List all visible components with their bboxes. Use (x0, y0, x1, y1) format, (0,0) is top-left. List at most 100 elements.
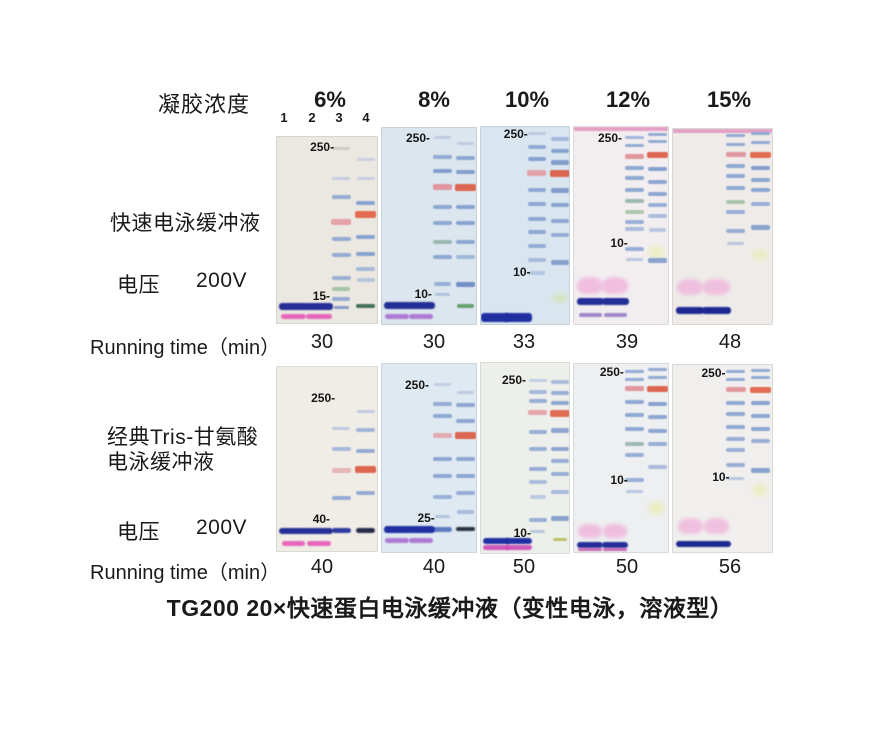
molecular-weight-marker-label: 10- (513, 265, 531, 280)
sample-blob (677, 517, 703, 534)
gel-band (625, 453, 644, 458)
gel-band (456, 474, 475, 479)
gel-band (648, 140, 667, 144)
dye-blob (552, 294, 569, 303)
gel-band (331, 218, 352, 225)
gel-band (751, 468, 771, 474)
gel-band (676, 306, 705, 314)
gel-band (625, 227, 644, 232)
gel-band (304, 527, 334, 534)
gel-band (624, 386, 645, 392)
gel-band (750, 386, 772, 393)
dye-blob (648, 245, 665, 259)
running-time-value: 30 (310, 331, 334, 353)
gel-band (456, 402, 475, 407)
gel-band (551, 447, 569, 452)
gel-band (281, 541, 306, 547)
gel-band (356, 266, 376, 271)
gel-band (356, 528, 376, 534)
gel-band (332, 426, 351, 430)
gel-band (625, 426, 644, 431)
buffer-label-classic-line2: 电泳缓冲液 (107, 451, 215, 474)
gel-band (331, 467, 351, 473)
gel-band (725, 152, 746, 158)
gel-band (726, 199, 746, 204)
gel-band (456, 205, 475, 210)
gel-band (625, 136, 644, 140)
gel-band (527, 187, 546, 192)
concentration-label-12%: 12% (605, 87, 651, 112)
gel-band (356, 410, 375, 414)
gel-band (333, 305, 349, 309)
gel-band (456, 239, 475, 244)
gel-band (551, 489, 569, 494)
gel-band (726, 436, 746, 441)
gel-band (625, 219, 644, 224)
gel-band (624, 154, 645, 160)
gel-band (726, 143, 746, 147)
gel-band (433, 457, 452, 461)
gel-concentration-label: 凝胶浓度 (158, 92, 251, 117)
gel-band (528, 410, 548, 416)
gel-band (434, 514, 451, 518)
molecular-weight-marker-label: 250- (311, 390, 336, 405)
gel-band (528, 399, 547, 404)
gel-band (332, 296, 351, 301)
gel-photo-classic-15pct: 250- 10- (672, 364, 773, 553)
gel-band (527, 169, 547, 176)
concentration-label-6%: 6% (314, 87, 346, 112)
gel-band (456, 527, 475, 532)
gel-band (551, 458, 569, 463)
molecular-weight-marker-label: 250- (405, 377, 430, 392)
sample-blob (577, 276, 604, 294)
gel-photo-classic-8pct: 250- 25- (381, 363, 477, 553)
voltage-value-row1: 200V (196, 269, 248, 292)
gel-band (551, 202, 569, 207)
gel-band (648, 133, 667, 137)
gel-band (279, 302, 308, 310)
gel-band (625, 209, 644, 214)
gel-band (551, 218, 569, 223)
gel-band (356, 428, 376, 433)
gel-band (648, 428, 667, 433)
gel-band (625, 198, 644, 203)
gel-band (527, 258, 546, 263)
gel-band (433, 221, 452, 226)
molecular-weight-marker-label: 25- (417, 510, 435, 525)
running-time-label-row2: Running time（min） (90, 562, 281, 584)
gel-photo-classic-6pct: 250- 40- (276, 366, 378, 552)
gel-band (456, 221, 475, 226)
gel-band (433, 254, 452, 259)
gel-band (751, 166, 771, 171)
gel-band (407, 525, 435, 533)
gel-band (727, 241, 745, 245)
gel-band (675, 540, 705, 547)
gel-band (647, 385, 668, 392)
gel-band (528, 389, 547, 394)
gel-band (527, 244, 546, 249)
voltage-label-row2: 电压 (117, 521, 160, 544)
gel-band (356, 176, 375, 180)
sample-blob (578, 524, 603, 539)
gel-band (648, 191, 667, 196)
gel-band (456, 491, 475, 496)
gel-band (433, 282, 452, 287)
gel-band (527, 216, 546, 221)
gel-band (726, 229, 746, 234)
gel-band (726, 134, 746, 138)
gel-band (726, 377, 746, 381)
gel-photo-fast-10pct: 250- 10- (480, 126, 570, 325)
gel-band (433, 154, 452, 159)
dye-blob (751, 249, 768, 262)
gel-band (751, 427, 771, 432)
gel-band (751, 132, 771, 136)
gel-band (407, 301, 435, 309)
gel-band (528, 480, 547, 485)
molecular-weight-marker-label: 250- (701, 365, 726, 380)
gel-band (432, 184, 453, 191)
gel-band (528, 518, 547, 523)
lane-number-4: 4 (362, 110, 370, 125)
gel-band (527, 156, 546, 161)
gel-band (527, 144, 546, 149)
running-time-value: 33 (512, 331, 536, 353)
